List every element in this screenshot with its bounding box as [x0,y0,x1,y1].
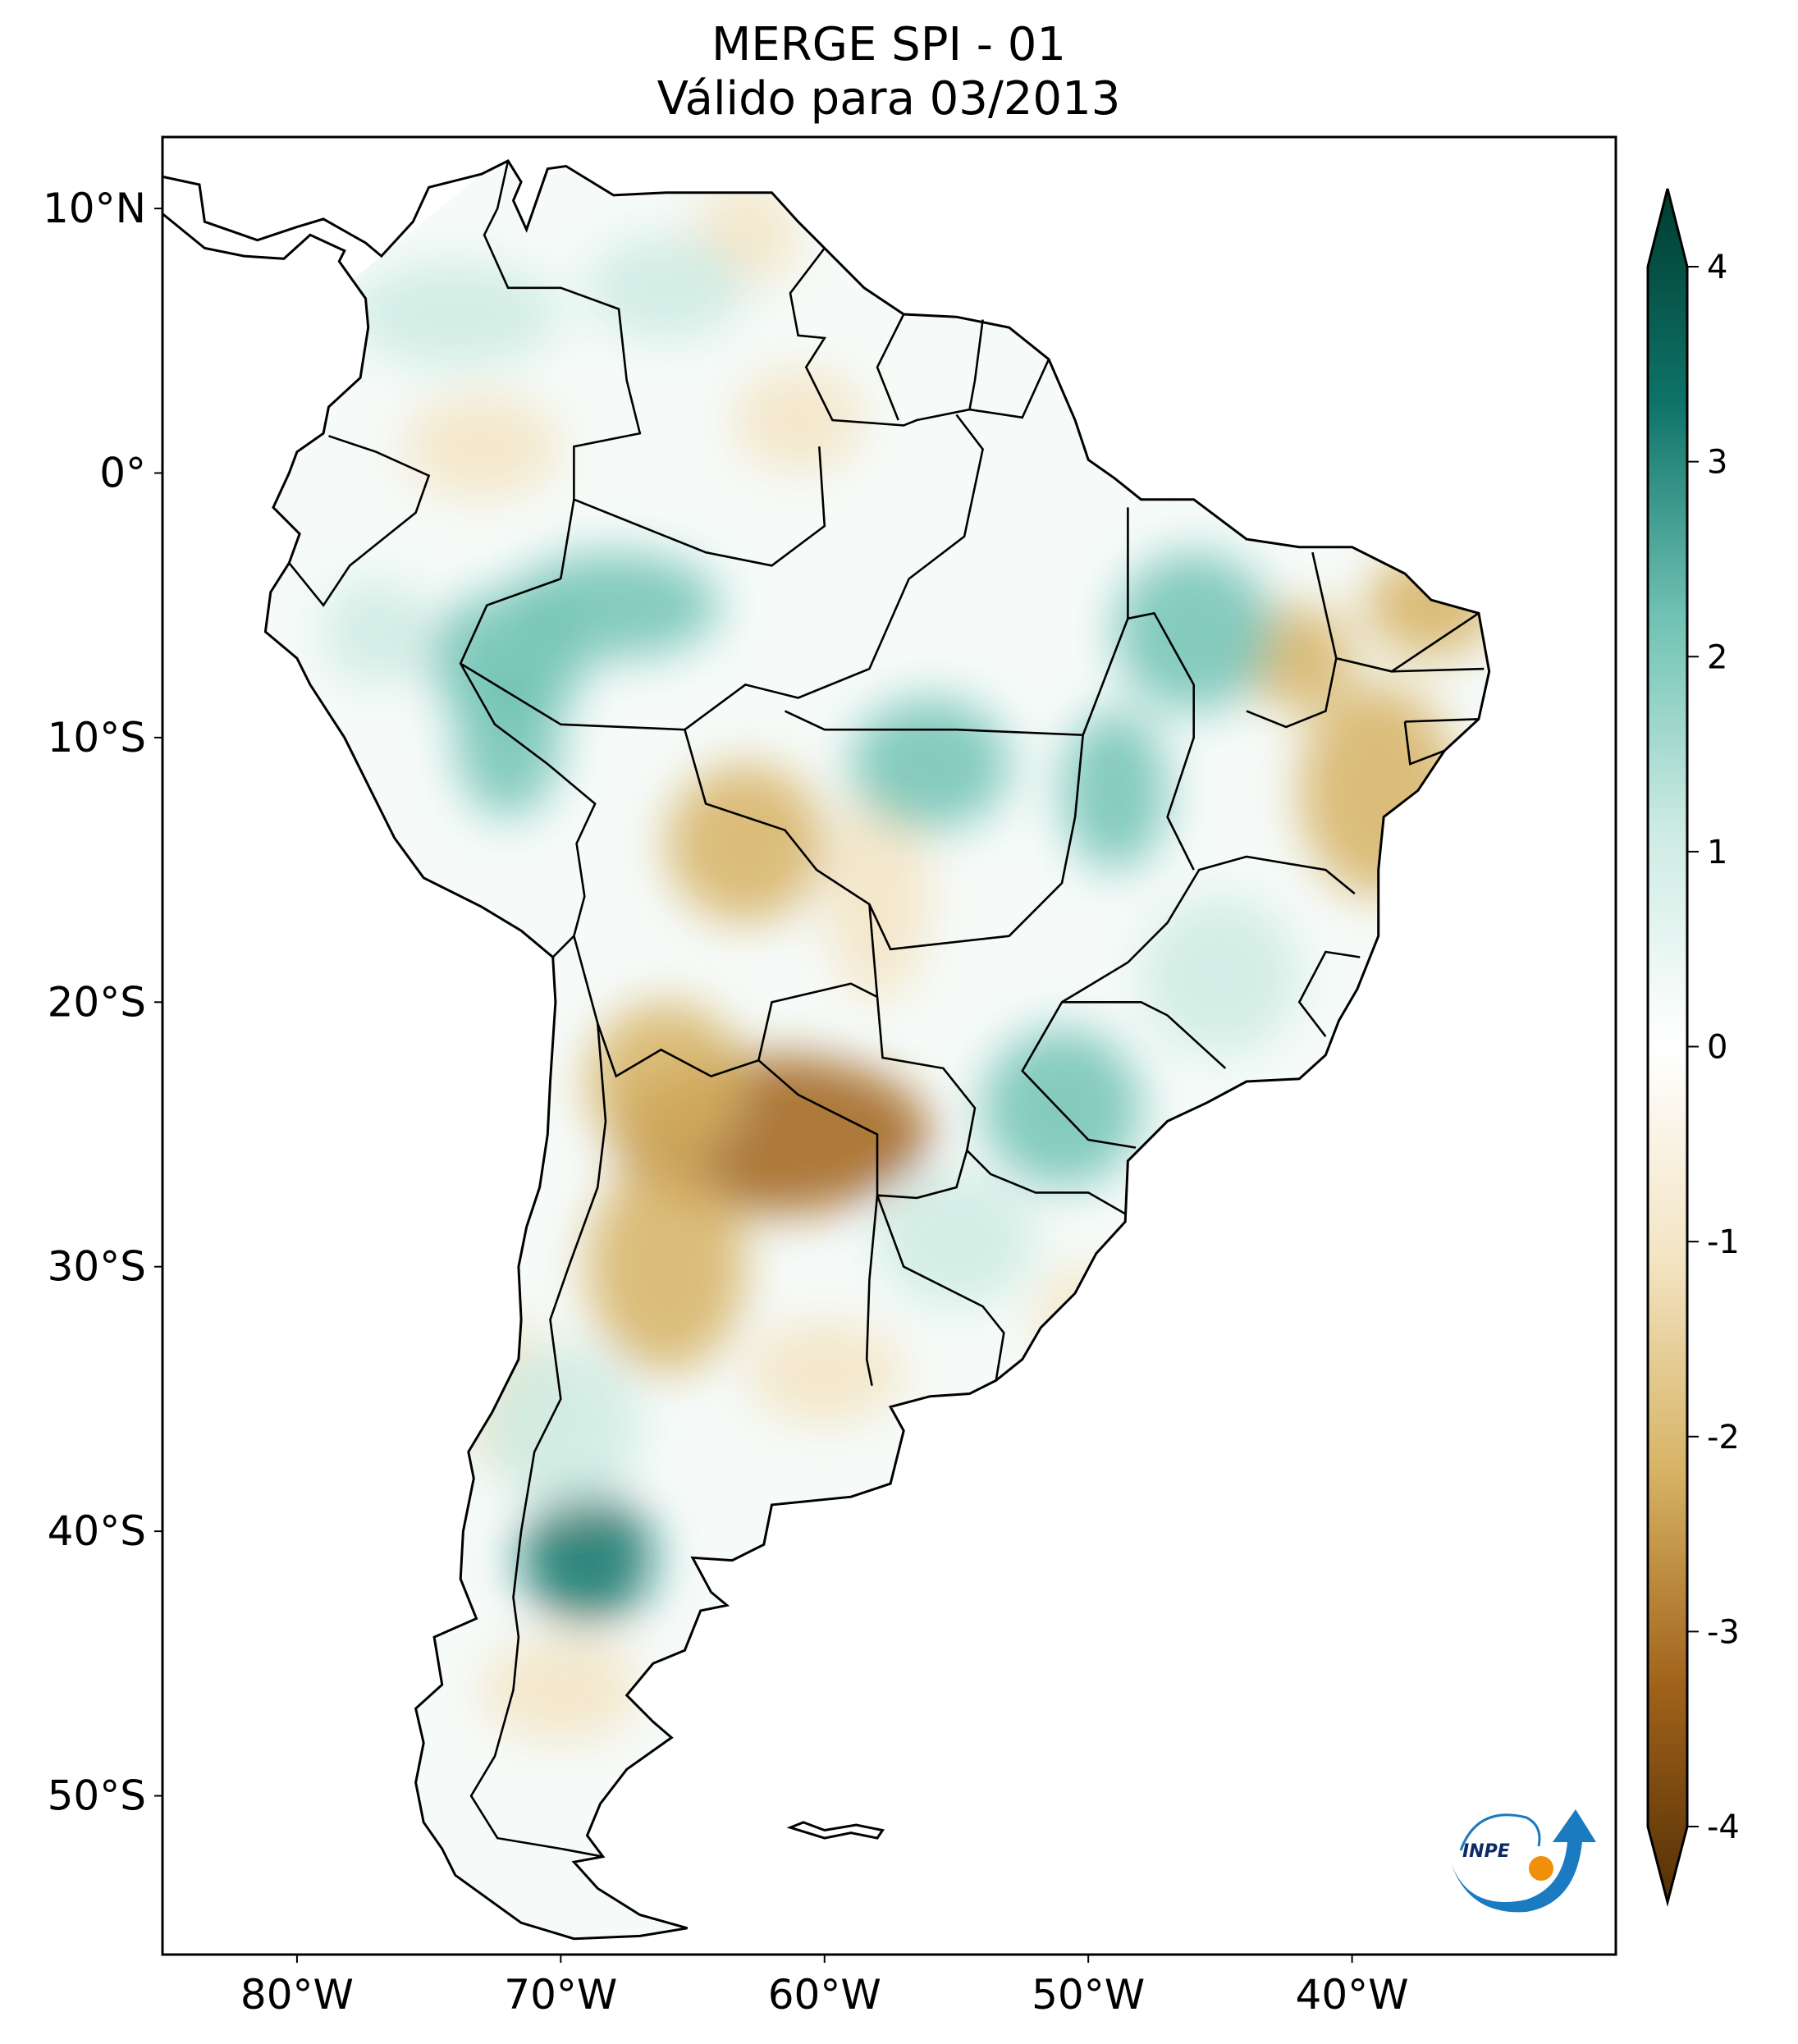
spi-anomaly-region [520,1491,653,1624]
spi-anomaly-region [507,552,720,659]
spi-anomaly-region [481,1637,640,1743]
logo-orbit-icon [1459,1813,1541,1851]
colorbar-tick-label: -1 [1707,1223,1740,1261]
lon-axis: 80°W 70°W 60°W 50°W 40°W [240,1955,1409,2019]
spi-anomaly-region [587,1002,746,1161]
map-title: MERGE SPI - 01 [711,18,1067,71]
spi-anomaly-region [455,658,561,817]
spi-anomaly-region [402,393,561,500]
colorbar-tick-label: 1 [1707,834,1727,871]
colorbar-tick-label: 2 [1707,638,1727,676]
spi-anomaly-region [587,235,746,341]
spi-anomaly-region [824,790,931,1003]
colorbar: 4 3 2 1 0 -1 -2 -3 -4 [1646,188,1740,1907]
colorbar-tick-label: -3 [1707,1613,1740,1651]
spi-anomaly-region [349,261,561,368]
spi-anomaly-region [481,1346,640,1505]
colorbar-tick-label: 3 [1707,444,1727,482]
spi-anomaly-region [666,764,825,923]
map-subtitle: Válido para 03/2013 [657,72,1121,126]
lat-tick-label: 40°S [48,1507,146,1555]
colorbar-tick-label: -4 [1707,1809,1740,1846]
lat-axis: 10°N 0° 10°S 20°S 30°S 40°S 50°S [43,185,162,1820]
spi-anomaly-region [745,1319,904,1426]
spi-anomaly-region [323,578,429,685]
lat-tick-label: 10°S [48,714,146,761]
spi-anomaly-region [587,1160,746,1373]
map-frame [161,135,1617,1956]
colorbar-body [1646,188,1689,1907]
spi-anomaly-region [876,1173,1036,1306]
spi-anomaly-region [1035,1266,1141,1373]
lon-tick-label: 70°W [504,1971,617,2019]
logo-text: INPE [1462,1841,1510,1862]
land-area [265,161,1489,1939]
lon-tick-label: 80°W [240,1971,354,2019]
logo-sun-icon [1529,1856,1553,1881]
spi-anomaly-region [1114,552,1274,711]
inpe-logo: INPE [1451,1809,1596,1913]
lat-tick-label: 20°S [48,978,146,1026]
spi-anomaly-region [1365,552,1489,659]
country-borders [288,160,1485,1858]
spi-anomaly-region [732,367,865,473]
spi-anomaly-region [1061,711,1168,870]
logo-arrow-icon [1451,1809,1596,1913]
lat-tick-label: 30°S [48,1243,146,1291]
lat-tick-label: 0° [99,449,146,496]
coastline [162,159,1491,1941]
colorbar-tick-label: -2 [1707,1419,1740,1456]
colorbar-tick-label: 4 [1707,249,1727,286]
lat-tick-label: 50°S [48,1772,146,1820]
lon-tick-label: 40°W [1296,1971,1409,2019]
colorbar-tick-label: 0 [1707,1029,1727,1067]
spi-anomaly-region [982,1028,1141,1187]
falkland-islands [786,1821,885,1840]
lon-tick-label: 60°W [768,1971,881,2019]
spi-anomaly-region [850,697,1009,830]
lat-tick-label: 10°N [43,185,146,232]
lon-tick-label: 50°W [1032,1971,1145,2019]
spi-anomaly-region [1141,896,1300,1055]
